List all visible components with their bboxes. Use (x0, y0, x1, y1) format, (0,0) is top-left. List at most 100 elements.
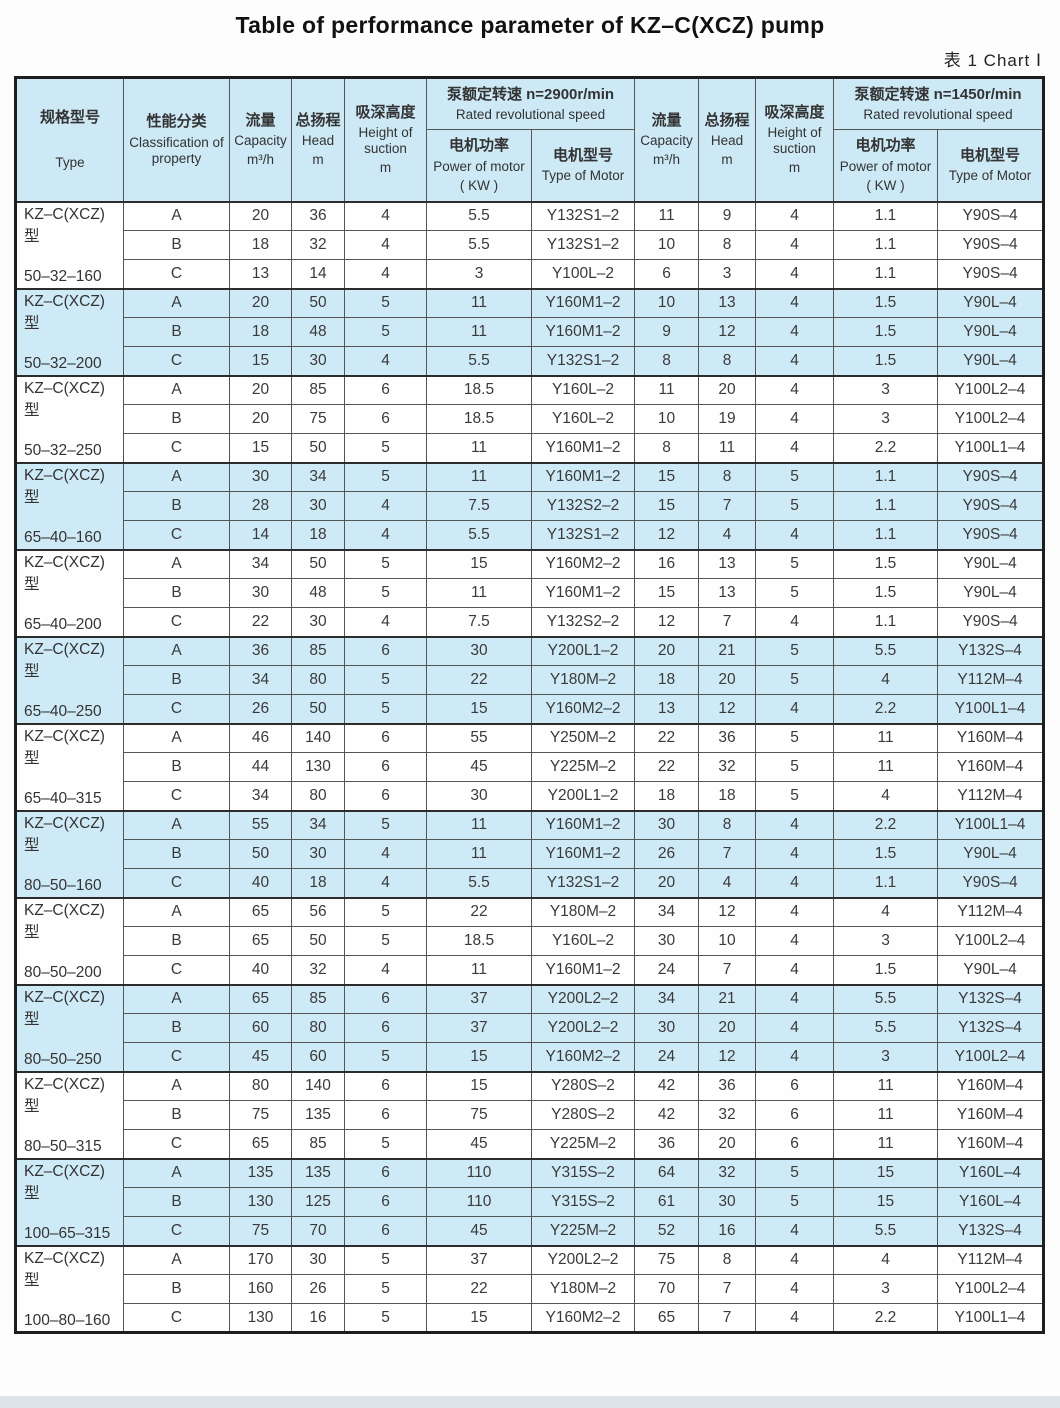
table-row: B 75 135 6 75 Y280S–2 42 32 6 11 Y160M–4 (15, 1100, 1045, 1130)
value-cell: 2.2 (833, 694, 939, 724)
value-cell: Y90S–4 (937, 461, 1045, 492)
value-cell: 125 (291, 1187, 345, 1217)
value-cell: 4 (755, 983, 835, 1014)
table-row: B 18 32 4 5.5 Y132S1–2 10 8 4 1.1 Y90S–4 (15, 230, 1045, 260)
value-cell: 20 (698, 665, 757, 695)
value-cell: 4 (833, 665, 939, 695)
value-cell: 65 (229, 1129, 292, 1159)
value-cell: Y160M–4 (937, 1129, 1045, 1159)
value-cell: 36 (698, 722, 757, 753)
value-cell: 65 (229, 896, 292, 927)
value-cell: 16 (634, 548, 700, 579)
value-cell: 6 (344, 752, 427, 782)
value-cell: 4 (344, 491, 427, 521)
value-cell: 15 (833, 1157, 939, 1188)
value-cell: 9 (698, 200, 757, 231)
value-cell: 11 (698, 433, 757, 463)
value-cell: 20 (229, 404, 292, 434)
value-cell: 37 (426, 1013, 532, 1043)
value-cell: 7.5 (426, 607, 532, 637)
pump-series-label: KZ–C(XCZ) 型 (24, 989, 105, 1028)
value-cell: 36 (291, 200, 345, 231)
value-cell: 1.1 (833, 520, 939, 550)
pump-type-cell: KZ–C(XCZ) 型 65–40–160 (15, 461, 124, 550)
value-cell: 1.1 (833, 259, 939, 289)
value-cell: Y315S–2 (530, 1187, 636, 1217)
value-cell: 70 (634, 1274, 700, 1304)
pump-size-label: 100–65–315 (24, 1225, 111, 1242)
value-cell: Y200L1–2 (530, 635, 636, 666)
value-cell: 5 (755, 578, 835, 608)
header-motor-2900: 电机型号 Type of Motor (530, 129, 636, 202)
value-cell: Y250M–2 (530, 722, 636, 753)
value-cell: 4 (344, 230, 427, 260)
value-cell: 11 (426, 578, 532, 608)
value-cell: 4 (698, 868, 757, 898)
value-cell: 11 (833, 1070, 939, 1101)
table-row: B 60 80 6 37 Y200L2–2 30 20 4 5.5 Y132S–4 (15, 1013, 1045, 1043)
value-cell: 4 (755, 520, 835, 550)
value-cell: 8 (634, 433, 700, 463)
value-cell: 20 (634, 868, 700, 898)
value-cell: 5 (755, 635, 835, 666)
value-cell: 4 (755, 1042, 835, 1072)
value-cell: 75 (291, 404, 345, 434)
table-row: B 160 26 5 22 Y180M–2 70 7 4 3 Y100L2–4 (15, 1274, 1045, 1304)
value-cell: 34 (229, 548, 292, 579)
value-cell: 22 (426, 1274, 532, 1304)
classification-cell: C (123, 259, 230, 289)
table-row: B 44 130 6 45 Y225M–2 22 32 5 11 Y160M–4 (15, 752, 1045, 782)
value-cell: 12 (698, 896, 757, 927)
table-row: KZ–C(XCZ) 型 80–50–250 A 65 85 6 37 Y200L2–2 34 21… (15, 983, 1045, 1072)
value-cell: 30 (291, 1244, 345, 1275)
table-row: KZ–C(XCZ) 型 65–40–250 A 36 85 6 30 Y200L1–2 20 21… (15, 635, 1045, 724)
value-cell: 10 (634, 287, 700, 318)
value-cell: 50 (291, 926, 345, 956)
value-cell: 30 (229, 578, 292, 608)
value-cell: 12 (634, 607, 700, 637)
value-cell: 4 (755, 868, 835, 898)
value-cell: Y132S–4 (937, 983, 1045, 1014)
classification-cell: B (123, 578, 230, 608)
value-cell: 130 (229, 1303, 292, 1333)
value-cell: 30 (291, 607, 345, 637)
value-cell: Y132S1–2 (530, 200, 636, 231)
value-cell: 36 (229, 635, 292, 666)
value-cell: Y160M–4 (937, 752, 1045, 782)
pump-size-label: 65–40–250 (24, 703, 102, 720)
page-bottom-edge (0, 1396, 1060, 1408)
value-cell: 5 (344, 548, 427, 579)
value-cell: 4 (755, 896, 835, 927)
classification-cell: C (123, 1303, 230, 1333)
value-cell: 65 (229, 983, 292, 1014)
table-row: KZ–C(XCZ) 型 65–40–315 A 46 140 6 55 Y250M–2 22 36… (15, 722, 1045, 811)
value-cell: Y90L–4 (937, 317, 1045, 347)
value-cell: 110 (426, 1157, 532, 1188)
value-cell: Y160M1–2 (530, 839, 636, 869)
value-cell: 4 (344, 346, 427, 376)
value-cell: 26 (291, 1274, 345, 1304)
table-row: C 130 16 5 15 Y160M2–2 65 7 4 2.2 Y100L1–4 (15, 1303, 1045, 1333)
value-cell: 11 (426, 809, 532, 840)
value-cell: 6 (344, 1216, 427, 1246)
value-cell: 130 (291, 752, 345, 782)
value-cell: 55 (229, 809, 292, 840)
classification-cell: B (123, 665, 230, 695)
value-cell: 15 (229, 433, 292, 463)
value-cell: Y112M–4 (937, 781, 1045, 811)
value-cell: 11 (634, 374, 700, 405)
value-cell: Y90L–4 (937, 287, 1045, 318)
table-row: C 34 80 6 30 Y200L1–2 18 18 5 4 Y112M–4 (15, 781, 1045, 811)
value-cell: 26 (634, 839, 700, 869)
value-cell: 18 (634, 781, 700, 811)
pump-series-label: KZ–C(XCZ) 型 (24, 728, 105, 767)
value-cell: 4 (344, 520, 427, 550)
value-cell: 5 (344, 1129, 427, 1159)
value-cell: 4 (755, 809, 835, 840)
value-cell: Y160M2–2 (530, 548, 636, 579)
value-cell: 13 (634, 694, 700, 724)
value-cell: Y132S–4 (937, 635, 1045, 666)
value-cell: 11 (426, 839, 532, 869)
value-cell: 15 (426, 1303, 532, 1333)
value-cell: Y100L2–4 (937, 1274, 1045, 1304)
